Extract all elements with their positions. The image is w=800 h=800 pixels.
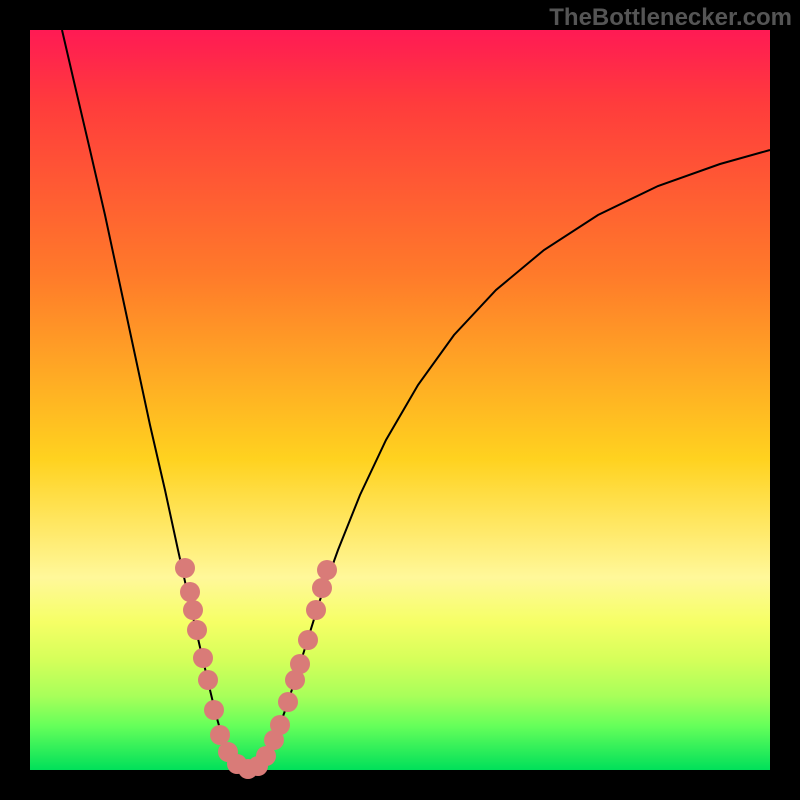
chart-svg bbox=[30, 30, 770, 770]
data-point bbox=[290, 654, 310, 674]
chart-plot-area bbox=[30, 30, 770, 770]
data-point bbox=[204, 700, 224, 720]
data-point bbox=[175, 558, 195, 578]
watermark-text: TheBottlenecker.com bbox=[549, 4, 792, 32]
data-point bbox=[298, 630, 318, 650]
marker-group bbox=[175, 558, 337, 779]
data-point bbox=[270, 715, 290, 735]
data-point bbox=[198, 670, 218, 690]
data-point bbox=[312, 578, 332, 598]
bottleneck-curve bbox=[62, 30, 770, 768]
data-point bbox=[317, 560, 337, 580]
data-point bbox=[180, 582, 200, 602]
data-point bbox=[193, 648, 213, 668]
data-point bbox=[183, 600, 203, 620]
data-point bbox=[278, 692, 298, 712]
data-point bbox=[210, 725, 230, 745]
data-point bbox=[306, 600, 326, 620]
data-point bbox=[187, 620, 207, 640]
